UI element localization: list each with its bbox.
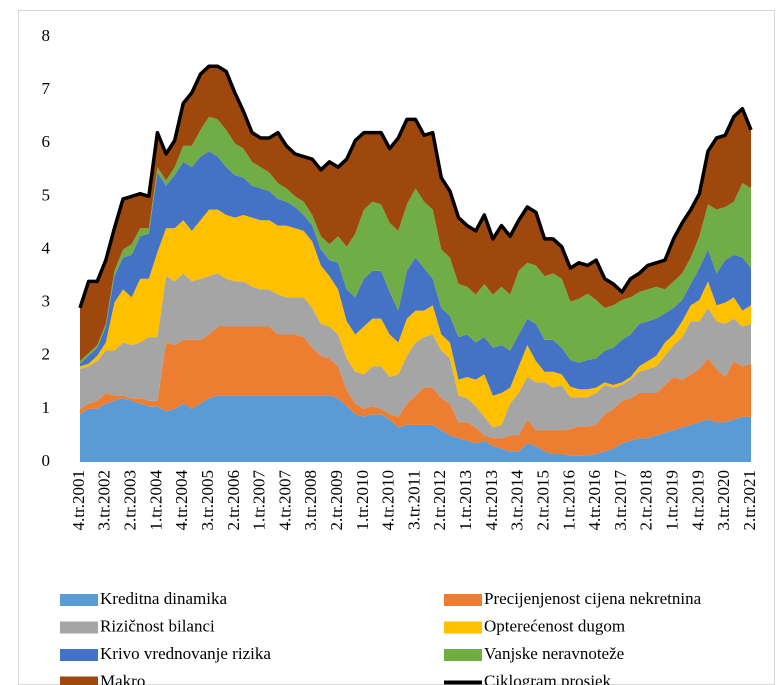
x-tick-label: 1.tr.2019 <box>662 470 681 530</box>
x-tick-label: 2.tr.2012 <box>430 470 449 530</box>
x-tick-label: 2.tr.2015 <box>533 470 552 530</box>
y-tick-label: 6 <box>42 132 51 151</box>
legend-label: Vanjske neravnoteže <box>484 644 624 663</box>
legend-swatch <box>444 621 482 634</box>
area <box>80 209 751 428</box>
x-tick-label: 4.tr.2016 <box>585 470 604 530</box>
area <box>80 66 751 362</box>
x-tick-label: 2.tr.2003 <box>121 470 140 530</box>
x-tick-label: 2.tr.2021 <box>740 470 759 530</box>
legend-label: Precijenjenost cijena nekretnina <box>484 589 702 608</box>
x-tick-label: 1.tr.2013 <box>456 470 475 530</box>
x-tick-label: 2.tr.2018 <box>637 470 656 530</box>
x-tick-label: 4.tr.2013 <box>482 470 501 530</box>
legend-swatch <box>60 594 98 606</box>
legend-swatch <box>444 649 482 661</box>
x-tick-label: 4.tr.2019 <box>688 470 707 530</box>
y-tick-label: 4 <box>42 238 51 257</box>
legend-label: Makro <box>100 671 145 685</box>
legend-swatch <box>444 594 482 606</box>
x-tick-label: 1.tr.2007 <box>250 470 269 531</box>
x-tick-label: 3.tr.2020 <box>714 470 733 530</box>
y-tick-label: 3 <box>42 292 51 311</box>
x-tick-label: 4.tr.2010 <box>379 470 398 530</box>
x-tick-label: 4.tr.2007 <box>275 470 294 531</box>
legend-label: Kreditna dinamika <box>100 589 227 608</box>
area <box>80 151 751 396</box>
x-tick-label: 3.tr.2011 <box>404 470 423 530</box>
legend-label: Krivo vrednovanje rizika <box>100 644 271 663</box>
legend-label: Opterećenost dugom <box>484 616 625 635</box>
x-tick-label: 3.tr.2014 <box>508 470 527 531</box>
y-tick-label: 7 <box>42 79 51 98</box>
legend-label: Ciklogram prosjek <box>484 671 612 685</box>
y-tick-label: 1 <box>42 398 51 417</box>
legend-swatch <box>60 649 98 661</box>
area <box>80 273 751 439</box>
x-tick-label: 2.tr.2009 <box>327 470 346 530</box>
area <box>80 326 751 456</box>
x-tick-label: 1.tr.2010 <box>353 470 372 530</box>
x-tick-label: 2.tr.2006 <box>224 470 243 530</box>
y-tick-label: 2 <box>42 345 51 364</box>
legend-swatch <box>60 676 98 685</box>
y-tick-label: 0 <box>42 451 51 470</box>
x-tick-label: 3.tr.2005 <box>198 470 217 530</box>
area <box>80 395 751 462</box>
legend-label: Rizičnost bilanci <box>100 616 215 635</box>
x-tick-label: 4.tr.2001 <box>69 470 88 530</box>
line <box>78 64 753 309</box>
legend-swatch <box>60 621 98 634</box>
x-tick-label: 3.tr.2002 <box>95 470 114 530</box>
x-tick-label: 4.tr.2004 <box>172 470 191 531</box>
x-tick-label: 1.tr.2004 <box>146 470 165 531</box>
area <box>80 116 751 364</box>
y-tick-label: 5 <box>42 185 51 204</box>
x-tick-label: 3.tr.2008 <box>301 470 320 530</box>
x-tick-label: 3.tr.2017 <box>611 470 630 531</box>
y-tick-label: 8 <box>42 26 51 45</box>
x-tick-label: 1.tr.2016 <box>559 470 578 530</box>
